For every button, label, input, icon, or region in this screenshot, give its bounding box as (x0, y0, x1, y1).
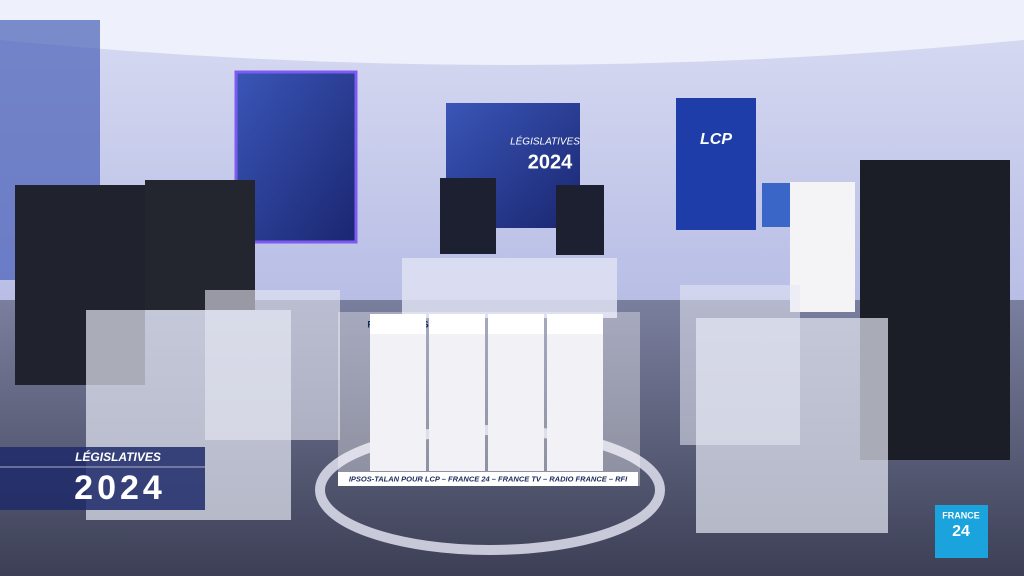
logo-name: FRANCE (942, 510, 980, 520)
guest (145, 180, 255, 310)
overlay-year: 2024 (74, 469, 166, 507)
overlay-label: LÉGISLATIVES (75, 449, 161, 464)
source: IPSOS-TALAN POUR LCP – FRANCE 24 – FRANC… (349, 474, 628, 483)
lectern (205, 290, 340, 440)
lcp-screen (676, 98, 756, 230)
lectern (696, 318, 888, 533)
logo-box (935, 505, 988, 558)
screen-label: LÉGISLATIVES (510, 135, 580, 148)
column-bg (370, 334, 426, 471)
header-box (370, 314, 426, 334)
overlay-box (0, 447, 205, 510)
header-box (488, 314, 544, 334)
column-bg (547, 334, 603, 471)
presenter (440, 178, 496, 254)
presenter (556, 185, 604, 255)
column-bg (488, 334, 544, 471)
desk (402, 258, 617, 318)
chart: 10,2%LR/DVD20,3%ENSEMBLE28,1%NFP34%RN ET… (338, 312, 640, 486)
channel-logo: LCP (700, 131, 732, 148)
column-bg (429, 334, 485, 471)
ceiling (0, 0, 1024, 65)
screen-year: 2024 (528, 151, 573, 173)
header-box (429, 314, 485, 334)
logo-number: 24 (952, 523, 970, 540)
header-box (547, 314, 603, 334)
guest (790, 182, 855, 312)
source-strip (338, 472, 638, 486)
wall-screen (234, 70, 358, 244)
